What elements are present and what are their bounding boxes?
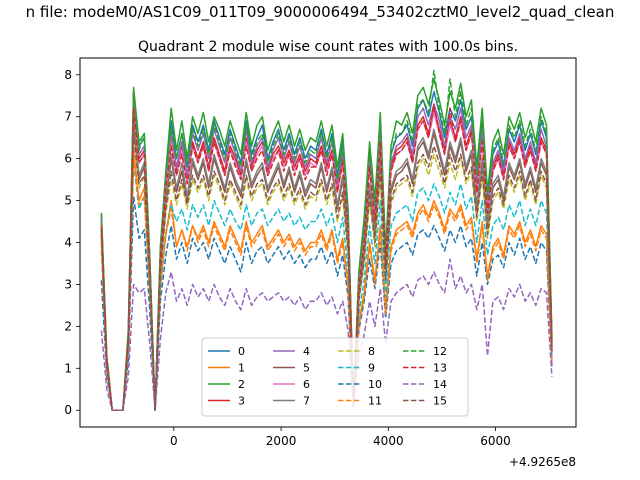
series-line-0	[100, 90, 553, 411]
series-line-10	[100, 195, 553, 411]
legend-label-13: 13	[433, 362, 447, 375]
figure-suptitle: n file: modeM0/AS1C09_011T09_9000006494_…	[26, 3, 615, 22]
y-tick-label: 3	[64, 277, 72, 291]
legend-frame	[201, 337, 469, 417]
y-tick-label: 7	[64, 110, 72, 124]
y-axis: 0 1 2 3 4 5 6 7 8	[64, 68, 80, 417]
series-line-11	[100, 157, 553, 411]
legend-label-12: 12	[433, 345, 447, 358]
legend-label-7: 7	[303, 395, 310, 408]
series-layer	[100, 69, 553, 411]
y-tick-label: 6	[64, 152, 72, 166]
y-tick-label: 2	[64, 319, 72, 333]
y-tick-label: 5	[64, 194, 72, 208]
series-line-13	[100, 103, 553, 411]
series-line-6	[100, 111, 553, 411]
y-tick-label: 0	[64, 403, 72, 417]
series-line-15	[100, 132, 553, 411]
y-tick-label: 4	[64, 236, 72, 250]
legend-label-1: 1	[238, 362, 245, 375]
legend-label-6: 6	[303, 378, 310, 391]
x-axis-offset-label: +4.9265e8	[509, 455, 576, 469]
series-line-5	[100, 124, 553, 411]
x-axis: 0 2000 4000 6000	[170, 427, 511, 448]
legend-label-9: 9	[368, 362, 375, 375]
series-line-7	[100, 120, 553, 411]
legend-label-3: 3	[238, 395, 245, 408]
series-line-4	[100, 99, 553, 411]
legend-label-14: 14	[433, 378, 447, 391]
x-tick-label: 4000	[373, 434, 404, 448]
series-line-8	[100, 136, 553, 411]
y-tick-label: 8	[64, 68, 72, 82]
chart-title: Quadrant 2 module wise count rates with …	[138, 39, 518, 55]
x-tick-label: 6000	[480, 434, 511, 448]
y-tick-label: 1	[64, 361, 72, 375]
legend-label-5: 5	[303, 362, 310, 375]
legend-label-0: 0	[238, 345, 245, 358]
legend-label-15: 15	[433, 395, 447, 408]
legend-label-11: 11	[368, 395, 382, 408]
legend-label-10: 10	[368, 378, 382, 391]
x-tick-label: 2000	[266, 434, 297, 448]
series-line-9	[100, 162, 553, 411]
x-tick-label: 0	[170, 434, 178, 448]
legend-label-2: 2	[238, 378, 245, 391]
legend-label-4: 4	[303, 345, 310, 358]
plot-area	[79, 57, 577, 428]
legend-label-8: 8	[368, 345, 375, 358]
series-line-14	[100, 258, 553, 411]
